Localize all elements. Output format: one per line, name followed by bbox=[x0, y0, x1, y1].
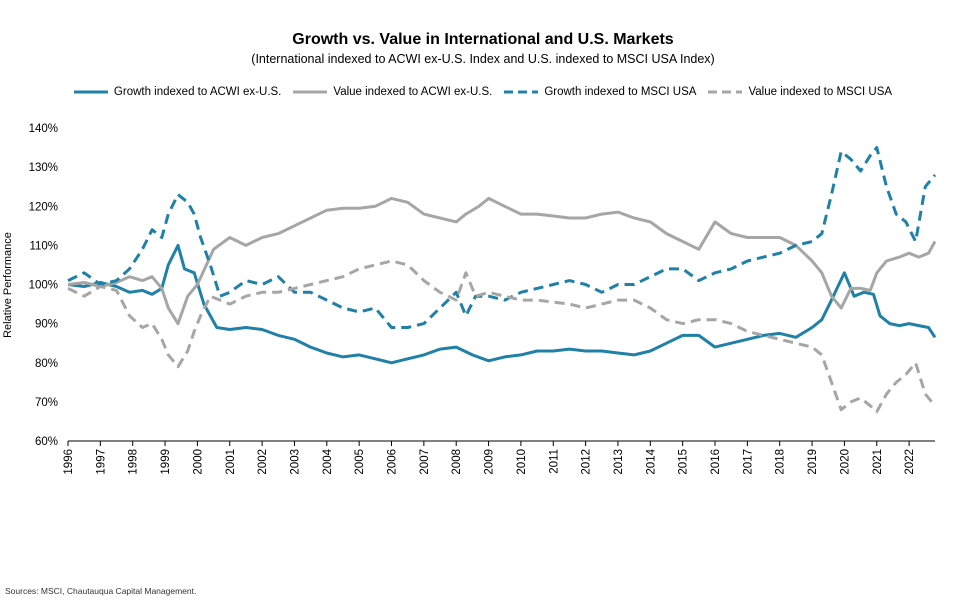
y-tick-label: 120% bbox=[29, 201, 58, 213]
x-tick-label: 1999 bbox=[160, 449, 172, 475]
y-tick-label: 60% bbox=[35, 436, 58, 448]
legend-item-value-usa: Value indexed to MSCI USA bbox=[708, 86, 892, 98]
x-tick-label: 2017 bbox=[742, 449, 754, 475]
chart-legend: Growth indexed to ACWI ex-U.S. Value ind… bbox=[0, 86, 966, 98]
series-value-usa-line bbox=[67, 259, 937, 414]
x-tick-label: 2010 bbox=[516, 449, 528, 475]
y-tick-label: 130% bbox=[29, 162, 58, 174]
legend-swatch-growth-acwi bbox=[73, 90, 108, 94]
x-tick-label: 2000 bbox=[192, 449, 204, 475]
x-tick-label: 1997 bbox=[95, 449, 107, 475]
chart-subtitle: (International indexed to ACWI ex-U.S. I… bbox=[251, 52, 715, 66]
legend-item-value-acwi: Value indexed to ACWI ex-U.S. bbox=[293, 86, 492, 98]
x-tick-label: 2006 bbox=[387, 449, 399, 475]
x-tick-label: 2009 bbox=[484, 449, 496, 475]
y-tick-label: 90% bbox=[35, 319, 58, 331]
legend-item-growth-acwi: Growth indexed to ACWI ex-U.S. bbox=[73, 86, 282, 98]
series-growth-acwi-line bbox=[67, 243, 937, 365]
x-tick-label: 2018 bbox=[775, 449, 787, 475]
x-tick-label: 2007 bbox=[419, 449, 431, 475]
y-axis-ticks: 60% 70% 80% 90% 100% 110% 120% 130% 140% bbox=[29, 123, 58, 448]
y-tick-label: 140% bbox=[29, 123, 58, 135]
series-growth-usa-line bbox=[67, 146, 937, 329]
legend-swatch-value-acwi bbox=[293, 90, 328, 94]
x-tick-label: 2021 bbox=[872, 449, 884, 475]
series-lines bbox=[67, 146, 937, 414]
y-axis-label: Relative Performance bbox=[2, 232, 14, 338]
legend-label-value-usa: Value indexed to MSCI USA bbox=[748, 86, 893, 98]
legend-item-growth-usa: Growth indexed to MSCI USA bbox=[504, 86, 696, 98]
legend-swatch-value-usa bbox=[708, 90, 743, 94]
x-tick-label: 2008 bbox=[451, 449, 463, 475]
x-axis-ticks: 1996 1997 1998 1999 2000 2001 2002 2003 2004 2005… bbox=[63, 441, 916, 475]
x-tick-label: 2014 bbox=[645, 448, 657, 474]
x-tick-label: 1998 bbox=[128, 449, 140, 475]
y-tick-label: 80% bbox=[35, 358, 58, 370]
y-tick-label: 70% bbox=[35, 397, 58, 409]
x-tick-label: 2012 bbox=[581, 449, 593, 475]
x-tick-label: 2001 bbox=[225, 449, 237, 475]
y-tick-label: 100% bbox=[29, 280, 58, 292]
legend-label-value-acwi: Value indexed to ACWI ex-U.S. bbox=[333, 86, 493, 98]
x-tick-label: 2005 bbox=[354, 449, 366, 475]
x-tick-label: 2004 bbox=[322, 448, 334, 474]
x-tick-label: 1996 bbox=[63, 449, 75, 475]
y-tick-label: 110% bbox=[29, 240, 58, 252]
x-tick-label: 2016 bbox=[710, 449, 722, 475]
source-note: Sources: MSCI, Chautauqua Capital Manage… bbox=[5, 586, 197, 596]
x-tick-label: 2022 bbox=[904, 449, 916, 475]
x-tick-label: 2013 bbox=[613, 449, 625, 475]
x-tick-label: 2015 bbox=[678, 449, 690, 475]
series-value-acwi-line bbox=[67, 196, 937, 326]
x-tick-label: 2019 bbox=[807, 449, 819, 475]
x-tick-label: 2003 bbox=[289, 449, 301, 475]
legend-swatch-growth-usa bbox=[504, 90, 539, 94]
x-tick-label: 2020 bbox=[839, 449, 851, 475]
legend-label-growth-acwi: Growth indexed to ACWI ex-U.S. bbox=[113, 86, 282, 98]
x-tick-label: 2011 bbox=[548, 449, 560, 474]
legend-label-growth-usa: Growth indexed to MSCI USA bbox=[544, 86, 697, 98]
chart-title: Growth vs. Value in International and U.… bbox=[292, 31, 674, 48]
x-tick-label: 2002 bbox=[257, 449, 269, 475]
